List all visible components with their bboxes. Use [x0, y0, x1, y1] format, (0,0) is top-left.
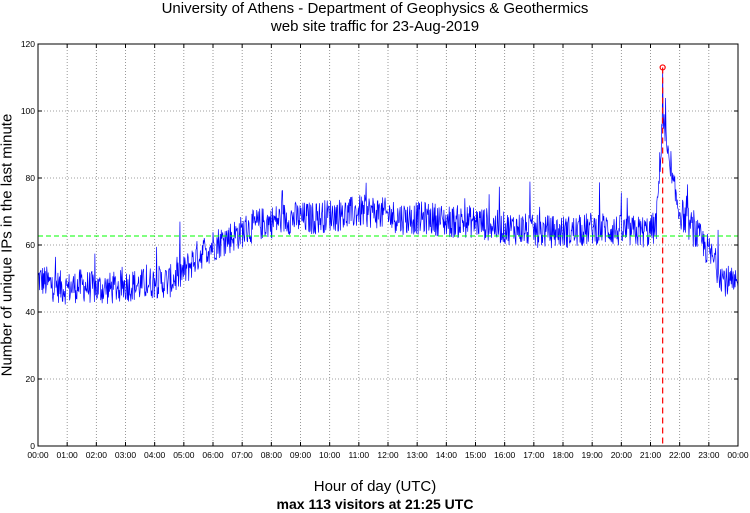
- x-tick-label: 13:00: [407, 450, 429, 460]
- x-tick-label: 09:00: [290, 450, 312, 460]
- y-tick-label: 0: [30, 441, 35, 451]
- x-tick-label: 07:00: [232, 450, 254, 460]
- x-tick-label: 02:00: [86, 450, 108, 460]
- x-axis-label: Hour of day (UTC): [313, 478, 437, 495]
- x-tick-label: 19:00: [582, 450, 604, 460]
- y-tick-label: 40: [26, 307, 36, 317]
- x-tick-label: 16:00: [494, 450, 516, 460]
- x-tick-label: 05:00: [173, 450, 195, 460]
- traffic-series-line: [37, 67, 739, 305]
- x-tick-label: 10:00: [319, 450, 341, 460]
- x-tick-label: 11:00: [349, 450, 370, 460]
- x-tick-label: 21:00: [640, 450, 662, 460]
- x-tick-label: 20:00: [611, 450, 633, 460]
- y-tick-label: 120: [21, 39, 35, 49]
- y-tick-label: 100: [21, 106, 35, 116]
- x-tick-label: 08:00: [261, 450, 283, 460]
- y-tick-label: 20: [26, 374, 36, 384]
- y-axis-label: Number of unique IPs in the last minute: [0, 113, 16, 377]
- x-tick-label: 00:00: [727, 450, 749, 460]
- x-tick-label: 14:00: [436, 450, 458, 460]
- chart-title: University of Athens - Department of Geo…: [161, 0, 589, 17]
- x-tick-label: 03:00: [115, 450, 137, 460]
- x-tick-label: 01:00: [57, 450, 79, 460]
- x-tick-label: 18:00: [552, 450, 574, 460]
- y-tick-label: 60: [26, 240, 36, 250]
- x-tick-label: 22:00: [669, 450, 691, 460]
- max-visitors-footer: max 113 visitors at 21:25 UTC: [276, 496, 474, 512]
- max-marker-point: [659, 64, 666, 71]
- x-tick-label: 17:00: [523, 450, 545, 460]
- x-tick-label: 06:00: [202, 450, 224, 460]
- x-tick-label: 00:00: [27, 450, 49, 460]
- x-tick-label: 12:00: [377, 450, 399, 460]
- x-tick-label: 23:00: [698, 450, 720, 460]
- y-tick-label: 80: [26, 173, 36, 183]
- x-tick-label: 15:00: [465, 450, 487, 460]
- chart-subtitle: web site traffic for 23-Aug-2019: [270, 18, 480, 35]
- x-tick-label: 04:00: [144, 450, 166, 460]
